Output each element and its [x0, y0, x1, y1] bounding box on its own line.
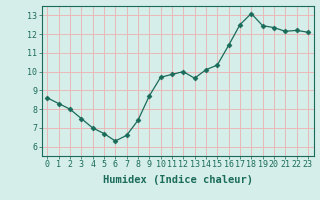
X-axis label: Humidex (Indice chaleur): Humidex (Indice chaleur)	[103, 175, 252, 185]
